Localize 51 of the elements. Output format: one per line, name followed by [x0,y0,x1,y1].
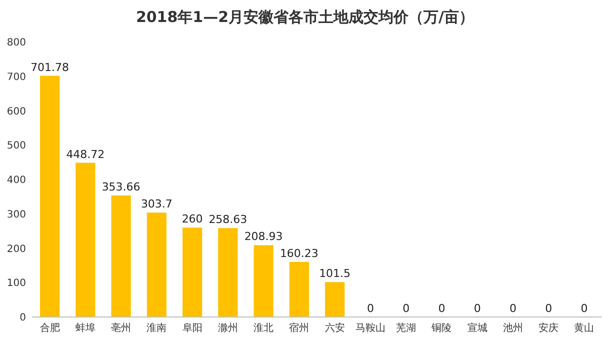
x-tick-label: 宿州 [289,322,310,334]
y-tick-label: 500 [6,140,26,152]
y-tick-label: 100 [6,278,26,290]
x-tick-label: 滁州 [218,322,238,334]
y-tick-label: 400 [6,175,26,186]
data-label: 0 [402,302,410,315]
y-tick-label: 300 [6,209,26,220]
y-tick-label: 0 [20,312,26,324]
data-label: 101.5 [319,267,351,280]
x-tick-label: 淮南 [146,322,167,334]
x-tick-label: 阜阳 [182,322,202,334]
data-label: 0 [366,302,374,315]
data-label: 701.78 [30,60,70,74]
chart-title: 2018年1—2月安徽省各市土地成交均价（万/亩） [136,8,474,26]
x-tick-label: 宣城 [467,322,488,334]
y-tick-label: 200 [6,244,26,255]
bar [76,162,96,317]
x-tick-label: 安庆 [538,322,559,334]
data-label: 303.7 [140,198,172,211]
bar [111,195,131,317]
data-label: 0 [580,302,588,315]
data-label: 208.93 [244,230,283,244]
data-label: 0 [438,302,446,315]
data-label: 160.23 [280,246,318,260]
data-label: 0 [474,302,481,315]
x-tick-label: 芜湖 [396,322,416,334]
x-tick-label: 黄山 [574,322,594,334]
data-label: 258.63 [208,213,248,226]
bar [146,212,166,317]
x-tick-label: 合肥 [40,322,60,334]
data-label: 0 [509,302,516,315]
y-tick-label: 700 [6,72,26,83]
data-label: 260 [182,212,203,226]
x-tick-label: 蚌埠 [75,322,96,334]
y-tick-label: 600 [6,106,26,118]
bar [40,76,60,317]
data-label: 353.66 [102,180,140,194]
bar [325,282,345,317]
bar [254,245,274,317]
x-tick-label: 六安 [324,322,345,334]
x-tick-label: 亳州 [111,322,132,334]
data-label: 0 [545,302,552,315]
bar [289,262,309,317]
bar [182,228,202,317]
data-label: 448.72 [66,148,105,161]
bar [218,228,238,317]
x-tick-label: 马鞍山 [355,322,386,334]
x-tick-label: 池州 [502,322,523,334]
x-tick-label: 淮北 [254,322,274,334]
x-tick-label: 铜陵 [430,322,452,334]
y-tick-label: 800 [6,38,26,48]
